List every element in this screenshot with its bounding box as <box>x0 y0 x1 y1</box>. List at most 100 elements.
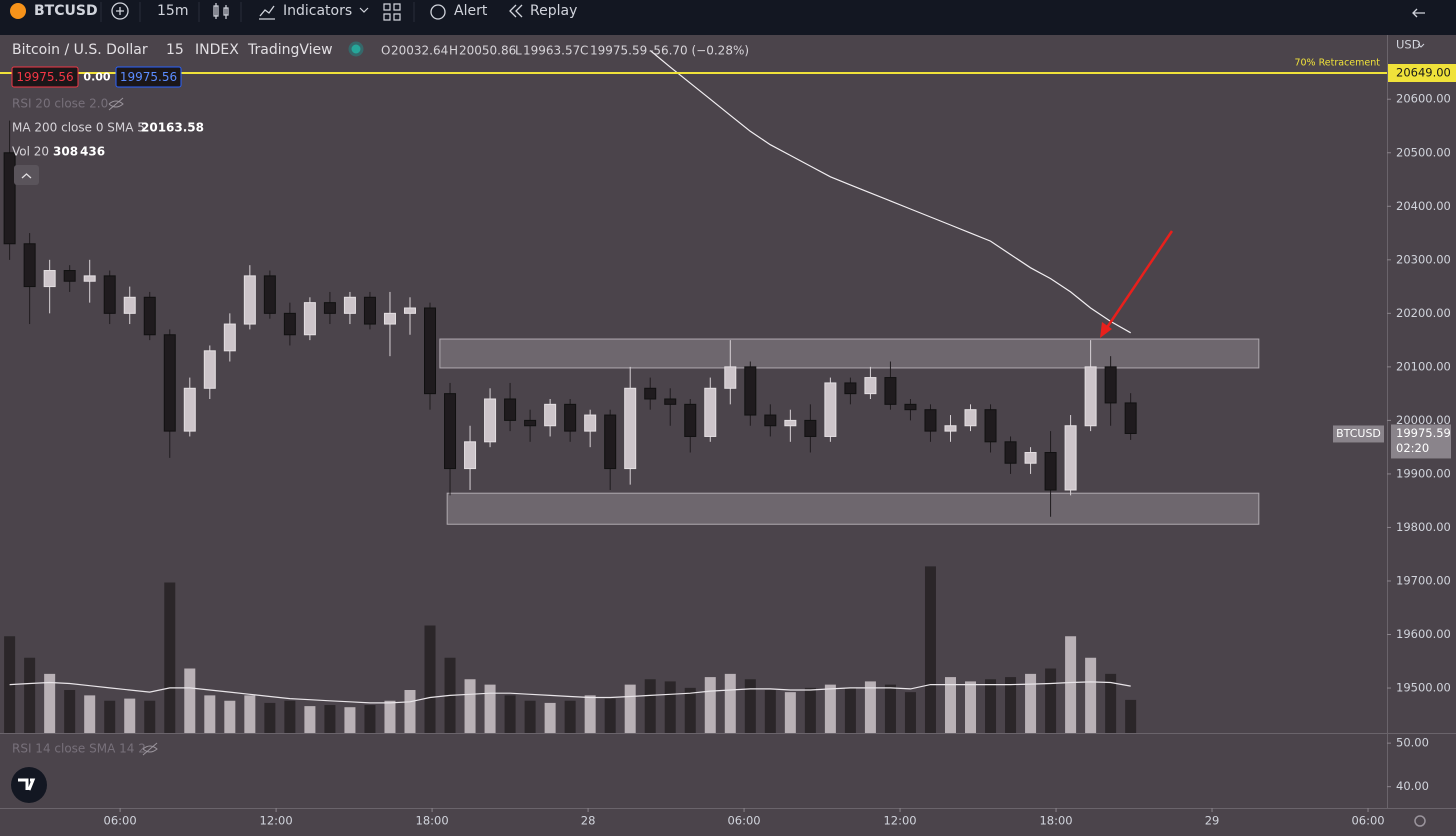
y-tick-label: 20200.00 <box>1396 306 1451 320</box>
volume-bar <box>784 692 796 733</box>
volume-bar <box>1005 677 1017 733</box>
change: -56.70 (−0.28%) <box>649 44 749 58</box>
volume-bar <box>1125 699 1137 733</box>
candle-body <box>624 387 637 470</box>
volume-bar <box>684 687 696 733</box>
volume-bar <box>584 695 596 733</box>
rsi-tick-label: 50.00 <box>1396 736 1429 750</box>
x-tick-label: 12:00 <box>260 814 293 828</box>
volume-bar <box>164 582 176 733</box>
candle-body <box>484 398 497 443</box>
interval[interactable]: 15m <box>157 3 188 19</box>
volume-bar <box>524 700 536 733</box>
add-symbol[interactable] <box>111 2 129 20</box>
y-tick-label: 20500.00 <box>1396 145 1451 159</box>
volume-bar <box>464 679 476 733</box>
volume-bar <box>364 705 376 733</box>
candle-body <box>1084 366 1097 427</box>
candle-body <box>1024 452 1037 464</box>
volume-bar <box>624 684 636 733</box>
volume-bar <box>324 705 336 733</box>
ma-value: 20163.58 <box>141 121 204 135</box>
volume-bar <box>304 706 316 733</box>
symbol[interactable]: BTCUSD <box>34 3 98 19</box>
arrow-head <box>1100 322 1112 338</box>
candle-body <box>323 302 336 314</box>
x-tick-label: 18:00 <box>416 814 449 828</box>
replay[interactable]: Replay <box>530 3 577 19</box>
spread: 0.00 <box>83 71 110 84</box>
dropdown[interactable] <box>359 7 369 13</box>
logo[interactable] <box>11 767 47 803</box>
settings[interactable] <box>1414 815 1426 827</box>
candle-body <box>784 419 797 427</box>
close-label: C <box>580 44 588 58</box>
toolbar <box>0 0 1456 30</box>
rsi-tick-label: 40.00 <box>1396 779 1429 793</box>
candle-body <box>504 398 517 421</box>
plot <box>3 50 1260 733</box>
candle-body <box>844 382 857 395</box>
vol-ma-value: 436 <box>80 145 105 159</box>
symbol-tag-label: BTCUSD <box>1336 427 1381 440</box>
candle-body <box>23 243 36 288</box>
x-tick-label: 06:00 <box>727 814 760 828</box>
add-icon <box>116 7 124 15</box>
candle-body <box>43 270 56 288</box>
candle-body <box>403 307 416 314</box>
ask-box[interactable] <box>115 66 182 88</box>
zone <box>439 338 1260 369</box>
price-tag-countdown: 02:20 <box>1396 441 1429 455</box>
volume-bar <box>564 700 576 733</box>
candle-body <box>544 403 557 427</box>
volume-bar <box>544 702 556 733</box>
candle-body <box>163 334 176 432</box>
chart-type[interactable] <box>213 3 229 19</box>
indicators-icon <box>259 5 275 20</box>
candle-body <box>764 414 777 427</box>
symbol-tag <box>1333 425 1384 443</box>
candle-body <box>343 296 356 314</box>
volume-bar <box>404 690 416 733</box>
x-tick-label: 06:00 <box>104 814 137 828</box>
bid-box[interactable] <box>11 66 79 88</box>
candle-body <box>704 387 717 437</box>
candle-body <box>564 403 577 432</box>
candle-body <box>243 275 256 325</box>
volume-bar <box>704 677 716 733</box>
indicators[interactable]: Indicators <box>283 3 352 19</box>
candle-body <box>864 377 877 395</box>
candle-body <box>183 387 196 432</box>
currency[interactable]: USD <box>1396 38 1421 52</box>
volume-bar <box>1085 657 1097 733</box>
undo[interactable] <box>1412 8 1425 18</box>
volume-bar <box>965 681 977 733</box>
currency-dropdown[interactable] <box>1417 43 1425 48</box>
candle-body <box>824 382 837 437</box>
volume-bar <box>1065 636 1077 733</box>
zone <box>446 492 1260 525</box>
volume-bar <box>204 695 216 733</box>
gap <box>0 30 1456 35</box>
hidden-icon[interactable] <box>108 97 124 111</box>
candle-body <box>884 377 897 405</box>
volume-bar <box>764 690 776 733</box>
y-tick-label: 19900.00 <box>1396 466 1451 480</box>
layouts[interactable] <box>383 3 401 21</box>
volume-bar <box>664 681 676 733</box>
volume-bar <box>284 700 296 733</box>
hidden-icon[interactable] <box>142 742 158 756</box>
ask: 19975.56 <box>120 70 177 84</box>
low-label: L <box>515 44 522 58</box>
candle-body <box>684 403 697 437</box>
candle-body <box>83 275 96 282</box>
volume-bar <box>924 566 936 733</box>
volume-bar <box>1105 673 1117 733</box>
candle-body <box>283 312 296 336</box>
alert-icon <box>430 4 446 20</box>
candle-body <box>223 323 236 352</box>
volume-bar <box>824 684 836 733</box>
alert[interactable]: Alert <box>454 3 488 19</box>
collapse-button[interactable] <box>14 165 39 185</box>
rsi-pane <box>0 734 1387 808</box>
